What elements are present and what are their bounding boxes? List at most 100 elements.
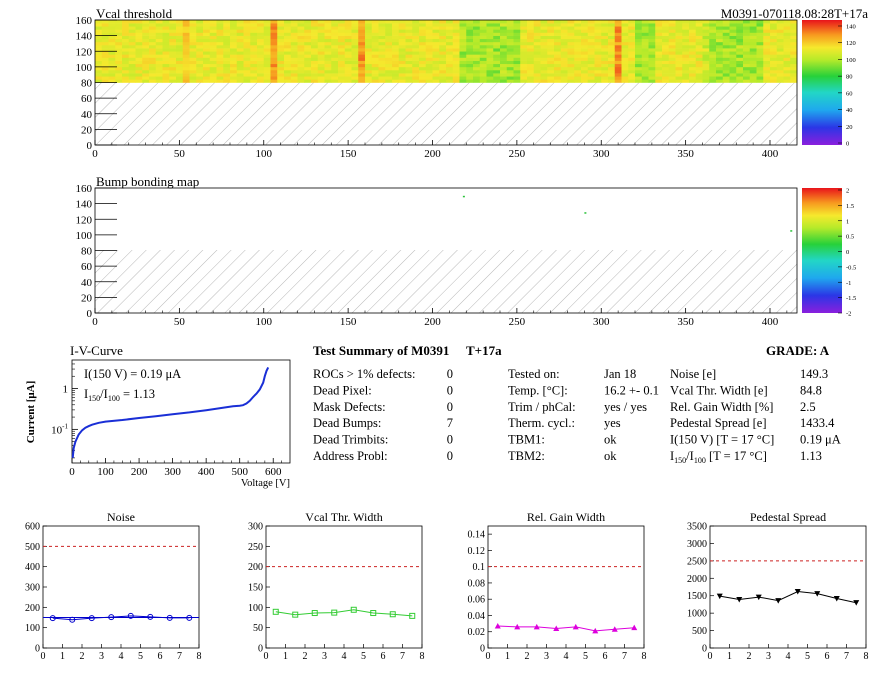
vcal-cell: [358, 51, 366, 55]
vcal-cell: [655, 23, 663, 27]
vcal-cell: [756, 70, 764, 74]
vcal-cell: [608, 66, 616, 71]
vcal-cell: [155, 41, 163, 46]
vcal-cell: [763, 63, 771, 68]
vcal-cell: [466, 29, 474, 33]
vcal-cell: [290, 57, 298, 61]
vcal-cell: [344, 79, 352, 83]
vcal-cell: [182, 73, 190, 77]
vcal-cell: [297, 70, 305, 74]
vcal-cell: [776, 79, 784, 83]
vcal-cell: [601, 76, 609, 80]
vcal-cell: [668, 54, 676, 58]
vcal-cell: [776, 32, 784, 36]
summary-label: Noise [e]: [670, 367, 716, 381]
vcal-cell: [169, 29, 177, 33]
vcal-cell: [365, 63, 373, 68]
vcal-cell: [527, 54, 535, 58]
vcal-cell: [108, 38, 116, 43]
vcal-cell: [149, 35, 157, 40]
vcal-cell: [574, 51, 582, 55]
vcal-cell: [540, 20, 548, 24]
vcal-cell: [358, 63, 366, 68]
vcal-cell: [675, 60, 683, 65]
vcal-cell: [405, 70, 413, 74]
vcal-cell: [601, 57, 609, 61]
summary-label: ROCs > 1% defects:: [313, 367, 416, 381]
vcal-cell: [574, 35, 582, 40]
vcal-cell: [297, 38, 305, 43]
y-tick-label: 0.04: [468, 611, 486, 622]
vcal-cell: [500, 32, 508, 36]
vcal-cell: [405, 41, 413, 46]
vcal-cell: [169, 79, 177, 83]
vcal-cell: [101, 48, 109, 52]
vcal-cell: [560, 35, 568, 40]
vcal-cell: [142, 60, 150, 65]
vcal-cell: [169, 35, 177, 40]
vcal-cell: [385, 32, 393, 36]
vcal-cell: [223, 20, 231, 24]
vcal-cell: [743, 60, 751, 65]
palette-label: 80: [846, 74, 853, 81]
vcal-cell: [614, 48, 622, 52]
vcal-cell: [122, 76, 130, 80]
vcal-cell: [425, 23, 433, 27]
vcal-cell: [500, 66, 508, 71]
vcal-cell: [304, 26, 312, 30]
roc-chart-frame: [265, 525, 423, 649]
vcal-cell: [236, 38, 244, 43]
vcal-cell: [128, 38, 136, 43]
y-tick-label: 0: [258, 644, 263, 655]
vcal-cell: [689, 54, 697, 58]
vcal-cell: [236, 54, 244, 58]
vcal-cell: [358, 35, 366, 40]
vcal-cell: [547, 54, 555, 58]
vcal-cell: [628, 51, 636, 55]
iv-annotation-ratio: I150/I100 = 1.13: [84, 387, 155, 403]
palette-label: -1.5: [846, 295, 856, 302]
vcal-cell: [216, 79, 224, 83]
data-point: [572, 623, 579, 630]
vcal-cell: [230, 70, 238, 74]
vcal-cell: [419, 38, 427, 43]
vcal-cell: [783, 23, 791, 27]
vcal-cell: [702, 76, 710, 80]
vcal-cell: [689, 29, 697, 33]
vcal-cell: [277, 57, 285, 61]
vcal-cell: [783, 51, 791, 55]
vcal-cell: [601, 70, 609, 74]
vcal-cell: [655, 35, 663, 40]
vcal-cell: [641, 23, 649, 27]
vcal-cell: [540, 29, 548, 33]
vcal-cell: [621, 41, 629, 46]
data-point: [272, 608, 279, 615]
vcal-cell: [668, 57, 676, 61]
vcal-cell: [486, 51, 494, 55]
data-point: [108, 614, 115, 621]
vcal-cell: [236, 57, 244, 61]
vcal-cell: [290, 38, 298, 43]
vcal-cell: [601, 20, 609, 24]
vcal-cell: [216, 48, 224, 52]
vcal-cell: [756, 38, 764, 43]
vcal-cell: [169, 23, 177, 27]
vcal-cell: [338, 41, 346, 46]
vcal-cell: [344, 41, 352, 46]
vcal-cell: [506, 38, 514, 43]
iv-x-tick-label: 100: [97, 466, 114, 478]
vcal-cell: [331, 54, 339, 58]
vcal-cell: [621, 76, 629, 80]
vcal-cell: [628, 45, 636, 49]
vcal-cell: [533, 29, 541, 33]
vcal-cell: [304, 54, 312, 58]
vcal-cell: [662, 29, 670, 33]
vcal-cell: [783, 70, 791, 74]
vcal-cell: [608, 35, 616, 40]
vcal-cell: [695, 63, 703, 68]
vcal-cell: [500, 60, 508, 65]
vcal-cell: [594, 32, 602, 36]
vcal-cell: [736, 54, 744, 58]
vcal-cell: [513, 79, 521, 83]
